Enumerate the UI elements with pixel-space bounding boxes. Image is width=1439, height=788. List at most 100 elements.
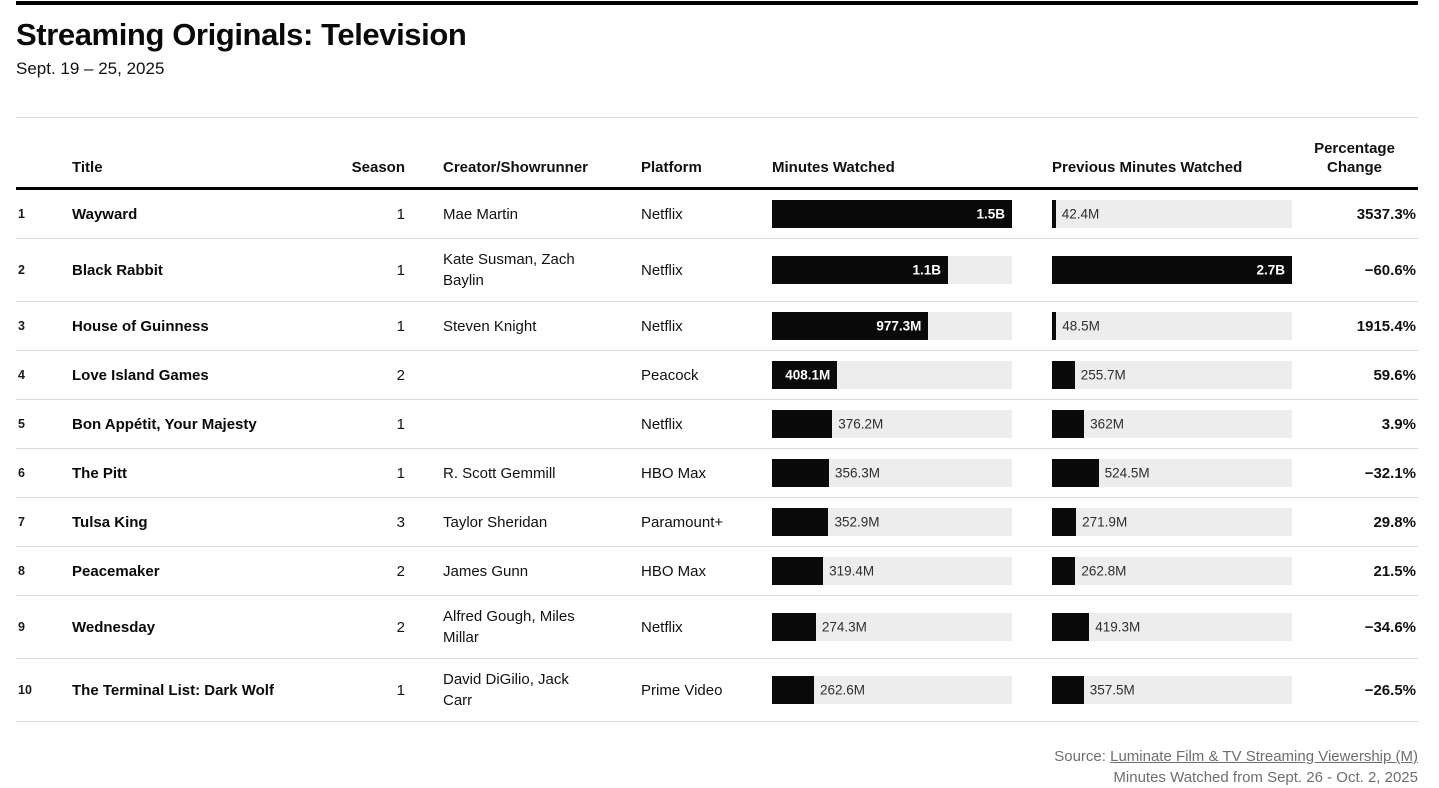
previous-minutes-bar-track: 262.8M: [1052, 557, 1292, 585]
minutes-watched-cell: 408.1M: [772, 361, 1012, 389]
creator-cell: Taylor Sheridan: [443, 513, 548, 531]
minutes-watched-bar-track: 319.4M: [772, 557, 1012, 585]
rank-cell: 2: [18, 262, 25, 277]
minutes-watched-bar-fill: [772, 410, 833, 438]
creator-cell: James Gunn: [443, 562, 529, 580]
percentage-change-cell: 1915.4%: [1356, 317, 1416, 335]
table-row: 4 Love Island Games 2 Peacock 408.1M 255…: [16, 351, 1418, 400]
streaming-table: Title Season Creator/Showrunner Platform…: [16, 117, 1418, 722]
previous-minutes-bar-fill: [1052, 312, 1057, 340]
season-cell: 2: [396, 366, 405, 384]
minutes-watched-cell: 1.5B: [772, 200, 1012, 228]
platform-cell: Peacock: [641, 366, 699, 384]
previous-minutes-bar-fill: [1052, 361, 1075, 389]
previous-minutes-bar-track: 255.7M: [1052, 361, 1292, 389]
previous-minutes-bar-track: 271.9M: [1052, 508, 1292, 536]
minutes-watched-bar-fill: [772, 508, 829, 536]
minutes-watched-bar-fill: [772, 613, 816, 641]
minutes-watched-bar-fill: [772, 676, 815, 704]
season-cell: 2: [396, 562, 405, 580]
previous-minutes-bar-track: 48.5M: [1052, 312, 1292, 340]
table-row: 9 Wednesday 2 Alfred Gough, Miles Millar…: [16, 596, 1418, 659]
creator-cell: Mae Martin: [443, 205, 519, 223]
previous-minutes-cell: 271.9M: [1052, 508, 1292, 536]
table-row: 5 Bon Appétit, Your Majesty 1 Netflix 37…: [16, 400, 1418, 449]
source-prefix: Source:: [1054, 748, 1111, 765]
minutes-watched-cell: 262.6M: [772, 676, 1012, 704]
percentage-change-cell: −34.6%: [1364, 618, 1416, 636]
title-cell: Wayward: [72, 205, 138, 223]
previous-minutes-value-label: 2.7B: [1256, 262, 1285, 278]
footer-note: Minutes Watched from Sept. 26 - Oct. 2, …: [1113, 769, 1418, 786]
season-cell: 1: [396, 317, 405, 335]
previous-minutes-value-label: 48.5M: [1062, 318, 1100, 334]
rank-cell: 9: [18, 619, 25, 634]
previous-minutes-bar-fill: [1052, 557, 1076, 585]
minutes-watched-cell: 1.1B: [772, 256, 1012, 284]
column-header-platform: Platform: [641, 159, 702, 176]
minutes-watched-cell: 319.4M: [772, 557, 1012, 585]
title-cell: Wednesday: [72, 618, 156, 636]
rank-cell: 10: [18, 682, 32, 697]
rank-cell: 8: [18, 563, 25, 578]
previous-minutes-bar-fill: [1052, 613, 1090, 641]
previous-minutes-cell: 42.4M: [1052, 200, 1292, 228]
previous-minutes-value-label: 357.5M: [1089, 682, 1135, 698]
minutes-watched-value-label: 319.4M: [829, 563, 875, 579]
title-cell: Love Island Games: [72, 366, 209, 384]
season-cell: 1: [396, 261, 405, 279]
platform-cell: Prime Video: [641, 681, 723, 699]
table-row: 2 Black Rabbit 1 Kate Susman, Zach Bayli…: [16, 239, 1418, 302]
platform-cell: Netflix: [641, 205, 683, 223]
table-row: 1 Wayward 1 Mae Martin Netflix 1.5B 42.4…: [16, 190, 1418, 239]
rank-cell: 1: [18, 206, 25, 221]
title-cell: The Terminal List: Dark Wolf: [72, 681, 274, 699]
minutes-watched-bar-track: 356.3M: [772, 459, 1012, 487]
previous-minutes-bar-fill: [1052, 410, 1085, 438]
minutes-watched-cell: 977.3M: [772, 312, 1012, 340]
minutes-watched-bar-track: 376.2M: [772, 410, 1012, 438]
creator-cell: R. Scott Gemmill: [443, 464, 556, 482]
table-row: 10 The Terminal List: Dark Wolf 1 David …: [16, 659, 1418, 722]
previous-minutes-bar-track: 524.5M: [1052, 459, 1292, 487]
previous-minutes-cell: 524.5M: [1052, 459, 1292, 487]
previous-minutes-bar-track: 362M: [1052, 410, 1292, 438]
rank-cell: 6: [18, 465, 25, 480]
previous-minutes-value-label: 362M: [1090, 416, 1124, 432]
minutes-watched-value-label: 352.9M: [834, 514, 880, 530]
season-cell: 1: [396, 415, 405, 433]
percentage-change-cell: −60.6%: [1364, 261, 1416, 279]
creator-cell: Kate Susman, Zach Baylin: [443, 251, 575, 289]
minutes-watched-bar-track: 1.1B: [772, 256, 1012, 284]
season-cell: 1: [396, 464, 405, 482]
source-link[interactable]: Luminate Film & TV Streaming Viewership …: [1110, 748, 1418, 765]
minutes-watched-bar-track: 1.5B: [772, 200, 1012, 228]
table-row: 8 Peacemaker 2 James Gunn HBO Max 319.4M…: [16, 547, 1418, 596]
source-line: Source: Luminate Film & TV Streaming Vie…: [16, 746, 1418, 767]
previous-minutes-value-label: 255.7M: [1080, 367, 1126, 383]
platform-cell: HBO Max: [641, 464, 707, 482]
percentage-change-cell: 3537.3%: [1356, 205, 1416, 223]
title-cell: Peacemaker: [72, 562, 160, 580]
season-cell: 1: [396, 681, 405, 699]
rank-cell: 4: [18, 367, 25, 382]
minutes-watched-bar-track: 352.9M: [772, 508, 1012, 536]
previous-minutes-bar-track: 419.3M: [1052, 613, 1292, 641]
previous-minutes-cell: 419.3M: [1052, 613, 1292, 641]
previous-minutes-cell: 357.5M: [1052, 676, 1292, 704]
minutes-watched-bar-fill: [772, 459, 829, 487]
percentage-change-cell: −26.5%: [1364, 681, 1416, 699]
minutes-watched-bar-track: 408.1M: [772, 361, 1012, 389]
platform-cell: Netflix: [641, 317, 683, 335]
minutes-watched-bar-fill: [772, 200, 1012, 228]
previous-minutes-bar-fill: [1052, 676, 1084, 704]
previous-minutes-cell: 255.7M: [1052, 361, 1292, 389]
table-header-row: Title Season Creator/Showrunner Platform…: [16, 117, 1418, 190]
creator-cell: David DiGilio, Jack Carr: [443, 671, 569, 709]
previous-minutes-value-label: 42.4M: [1061, 206, 1100, 222]
previous-minutes-bar-fill: [1052, 459, 1099, 487]
minutes-watched-bar-track: 977.3M: [772, 312, 1012, 340]
page-subtitle: Sept. 19 – 25, 2025: [16, 59, 165, 78]
previous-minutes-bar-track: 2.7B: [1052, 256, 1292, 284]
